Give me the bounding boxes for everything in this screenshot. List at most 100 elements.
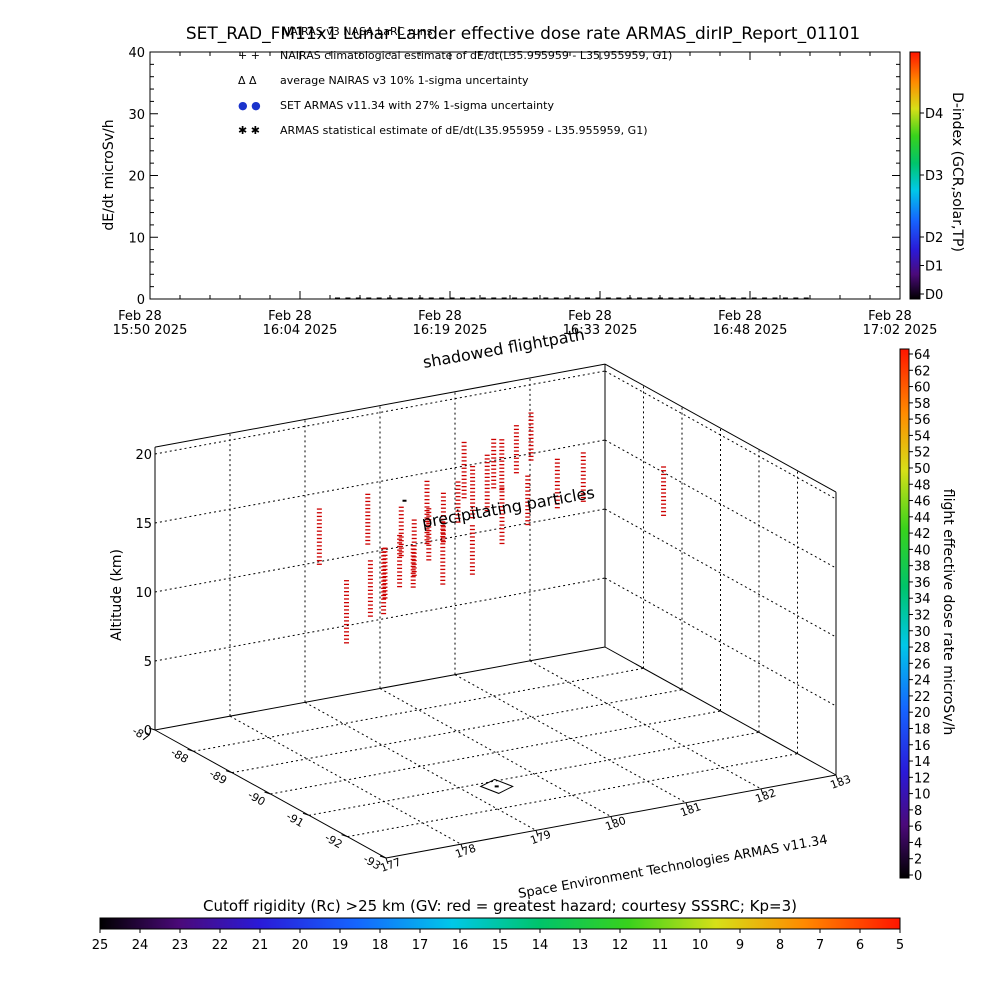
dose-column [499, 439, 505, 491]
ts-y-tick-label: 20 [128, 170, 145, 185]
rigidity-tick-label: 17 [412, 938, 429, 953]
dose-tick-label: 12 [914, 771, 931, 786]
dose-tick-label: 46 [914, 495, 931, 510]
legend-label-statistical: ARMAS statistical estimate of dE/dt(L35.… [280, 124, 647, 137]
rigidity-tick-label: 20 [292, 938, 309, 953]
legend-label-nairas: NAIRAS climatological estimate of dE/dt(… [280, 49, 672, 62]
dose-tick-label: 6 [914, 820, 922, 835]
ts-legend-header: NAIRAS v3 NASA LaRC runs [282, 25, 433, 38]
dose-columns [316, 412, 667, 644]
lat-tick [341, 834, 348, 838]
dose-column [426, 508, 432, 561]
rigidity-tick-label: 13 [572, 938, 589, 953]
dose-column [440, 521, 446, 585]
altitude-label: Altitude (km) [109, 549, 125, 641]
lon-tick [535, 830, 539, 837]
dose-column [344, 580, 349, 644]
dose-column [484, 454, 490, 512]
dindex-tick-label: D1 [925, 260, 943, 275]
dindex-tick-label: D0 [925, 288, 943, 303]
ts-plot-frame [149, 51, 901, 300]
dose-tick-label: 32 [914, 609, 931, 624]
ground-marker [402, 499, 514, 794]
rigidity-tick-label: 18 [372, 938, 389, 953]
rigidity-tick-label: 6 [856, 938, 864, 953]
dose-column [513, 425, 519, 474]
dindex-label: D-index (GCR,solar,TP) [949, 92, 965, 252]
dose-tick-label: 52 [914, 446, 931, 461]
alt-grid [604, 508, 837, 638]
wall-top [154, 363, 606, 448]
rigidity-tick-label: 8 [776, 938, 784, 953]
legend-symbol-nairas: + + [238, 49, 260, 62]
dose-column [411, 519, 417, 576]
dose-tick-label: 16 [914, 739, 931, 754]
dose-tick-label: 18 [914, 722, 931, 737]
lon-tick [385, 857, 389, 865]
dose-ticks: 0246810121416182022242628303234363840424… [909, 348, 931, 884]
rigidity-tick-label: 24 [132, 938, 149, 953]
lat-floor-grid [347, 753, 798, 838]
dose-tick-label: 30 [914, 625, 931, 640]
legend-symbol-uncertainty: Δ Δ [238, 74, 257, 87]
lon-tick-label: 177 [379, 855, 403, 874]
rigidity-tick-label: 10 [692, 938, 709, 953]
dose-column [398, 506, 404, 557]
lat-tick [264, 791, 271, 795]
lon-tick [610, 816, 614, 823]
dose-column [316, 508, 322, 565]
lon-tick [835, 774, 839, 782]
ts-x-tick-date: Feb 28 [418, 309, 462, 324]
legend-symbol-statistical: ✱ ✱ [238, 124, 260, 137]
dose-tick-label: 22 [914, 690, 931, 705]
rigidity-tick-label: 25 [92, 938, 109, 953]
alt-grid [154, 577, 606, 662]
ts-x-tick-time: 16:48 2025 [713, 323, 788, 338]
ts-x-tick-time: 15:50 2025 [113, 323, 188, 338]
lat-floor-grid [231, 689, 683, 774]
dose-column [470, 465, 476, 519]
dose-tick-label: 54 [914, 429, 931, 444]
lat-tick-label: -90 [245, 788, 267, 808]
rigidity-tick-label: 22 [212, 938, 229, 953]
alt-grid [154, 508, 606, 593]
rigidity-tick-label: 14 [532, 938, 549, 953]
dindex-tick-label: D4 [925, 107, 943, 122]
dose-colorbar [899, 348, 910, 879]
dose-tick-label: 2 [914, 853, 922, 868]
lat-tick [379, 855, 387, 859]
dindex-tick-label: D3 [925, 169, 943, 184]
figure-title: SET_RAD_FM11x1 Lunar Lander effective do… [186, 24, 860, 44]
flightpath-3d-box [154, 363, 837, 859]
dose-column [455, 481, 461, 523]
dose-tick-label: 64 [914, 348, 931, 363]
altitude-tick-label: 5 [144, 655, 152, 670]
wall-top [604, 363, 837, 493]
rigidity-tick-label: 7 [816, 938, 824, 953]
lon-floor-grid [379, 688, 612, 817]
ts-legend: + + NAIRAS climatological estimate of dE… [238, 49, 672, 137]
dose-tick-label: 48 [914, 478, 931, 493]
dose-tick-label: 40 [914, 543, 931, 558]
legend-symbol-armas: ● ● [238, 99, 261, 112]
ts-x-tick-date: Feb 28 [718, 309, 762, 324]
ts-y-tick-label: 30 [128, 108, 145, 123]
dose-column [367, 560, 373, 617]
ts-y-tick-label: 10 [128, 231, 145, 246]
ts-x-tick-date: Feb 28 [268, 309, 312, 324]
ts-y-tick-label: 40 [128, 46, 145, 61]
dose-tick-label: 0 [914, 869, 922, 884]
dose-column [661, 466, 667, 516]
altitude-tick-label: 20 [135, 448, 152, 463]
dose-tick-label: 14 [914, 755, 931, 770]
lat-tick [187, 748, 194, 752]
rigidity-tick-label: 11 [652, 938, 669, 953]
dose-tick-label: 20 [914, 706, 931, 721]
dose-column [410, 545, 416, 588]
dose-bar-label: flight effective dose rate microSv/h [940, 489, 956, 735]
lat-floor-grid [193, 667, 644, 752]
ts-x-tick-time: 16:04 2025 [263, 323, 338, 338]
rigidity-tick-label: 23 [172, 938, 189, 953]
dose-tick-label: 56 [914, 413, 931, 428]
